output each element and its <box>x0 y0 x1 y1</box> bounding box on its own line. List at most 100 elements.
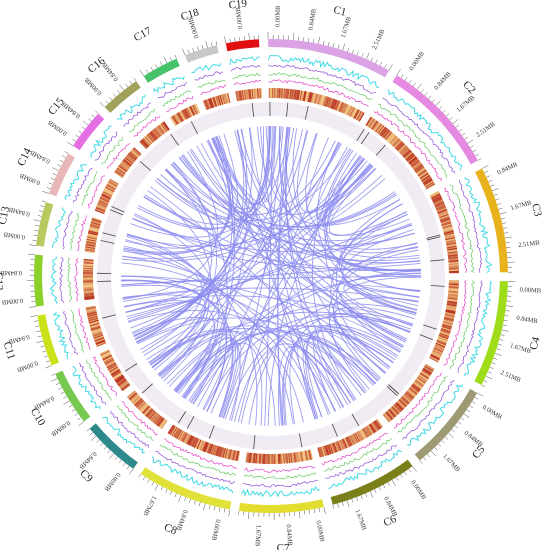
heatmap-cell <box>142 405 150 414</box>
tick-label: 2.51MB <box>499 369 522 384</box>
heatmap-cell <box>358 430 365 440</box>
heatmap-cell <box>406 390 416 398</box>
heatmap-cell <box>323 445 328 456</box>
heatmap-cell <box>84 295 95 299</box>
heatmap-cell <box>416 377 426 385</box>
tick-mark <box>174 54 177 59</box>
heatmap-cell <box>139 403 148 412</box>
ideogram-c5 <box>414 388 478 461</box>
heatmap-cell <box>98 199 109 205</box>
tick-mark <box>475 153 480 157</box>
heatmap-cell <box>438 334 449 340</box>
heatmap-cell <box>383 130 391 139</box>
heatmap-cell <box>342 438 348 449</box>
heatmap-cell <box>447 255 459 258</box>
track-line <box>133 115 161 137</box>
heatmap-cell <box>353 109 359 119</box>
heatmap-cell <box>95 340 106 346</box>
heatmap-cell <box>291 452 294 463</box>
tick-mark <box>60 391 65 395</box>
tick-mark <box>78 130 83 134</box>
heatmap-cell <box>417 169 427 177</box>
heatmap-cell <box>83 279 94 281</box>
heatmap-cell <box>144 407 153 416</box>
heatmap-cell <box>86 308 97 312</box>
tick-mark <box>139 70 144 77</box>
heatmap-cell <box>381 128 389 138</box>
heatmap-cell <box>447 252 458 255</box>
heatmap-cell <box>413 381 423 389</box>
heatmap-cell <box>90 223 101 228</box>
heatmap-cell <box>96 204 107 210</box>
heatmap-cell <box>434 344 445 350</box>
heatmap-cell <box>195 103 201 114</box>
tick-mark <box>495 198 500 201</box>
heatmap-cell <box>365 116 372 126</box>
heatmap-cell <box>397 143 406 152</box>
heatmap-cell <box>146 409 154 418</box>
tick-mark <box>424 92 428 96</box>
heatmap-cell <box>138 401 147 410</box>
tick-mark <box>160 61 163 66</box>
heatmap-cell <box>195 438 201 449</box>
heatmap-cell <box>331 99 337 110</box>
heatmap-cell <box>377 125 385 135</box>
tick-mark <box>178 495 182 502</box>
tick-mark <box>441 440 445 444</box>
heatmap-cell <box>252 88 255 99</box>
heatmap-cell <box>418 375 428 382</box>
heatmap-cell <box>392 138 401 147</box>
heatmap-cell <box>104 188 114 194</box>
track-line <box>230 64 261 72</box>
tick-mark <box>63 396 67 399</box>
tick-mark <box>502 324 507 327</box>
heatmap-cell <box>443 317 454 322</box>
tick-mark <box>203 503 206 511</box>
heatmap-cell <box>425 182 435 189</box>
heatmap-cell <box>101 193 112 199</box>
heatmap-cell <box>86 238 97 242</box>
heatmap-cell <box>136 400 145 409</box>
heatmap-cell <box>445 310 456 315</box>
heatmap-cell <box>151 413 159 422</box>
synteny-link <box>278 345 342 426</box>
track-line <box>69 212 79 251</box>
heatmap-cell <box>424 180 434 187</box>
track-line <box>393 372 443 429</box>
heatmap-cell <box>321 95 326 106</box>
heatmap-cell <box>353 433 360 443</box>
heatmap-cell <box>329 98 335 109</box>
tick-mark <box>107 449 111 454</box>
tick-label: 0.84MB <box>433 70 453 91</box>
heatmap-cell <box>151 130 159 139</box>
heatmap-cell <box>133 147 142 155</box>
chromosome-label-c4: C4 <box>528 335 542 351</box>
heatmap-cell <box>322 446 327 457</box>
track-line <box>85 359 112 401</box>
tick-mark <box>34 320 39 322</box>
track-line <box>244 465 315 473</box>
heatmap-cell <box>83 278 94 280</box>
chromosome-label-c12: C12 <box>0 272 5 291</box>
synteny-link <box>336 242 418 368</box>
heatmap-cell <box>132 147 141 156</box>
heatmap-cell <box>121 161 131 169</box>
heatmap-cell <box>104 187 115 194</box>
heatmap-cell <box>371 422 378 432</box>
heatmap-cell <box>446 246 457 250</box>
heatmap-cell <box>368 424 376 434</box>
heatmap-cell <box>106 183 117 190</box>
tick-mark <box>218 507 221 512</box>
heatmap-cell <box>447 248 458 252</box>
heatmap-cell <box>367 425 374 435</box>
tick-mark <box>82 120 89 126</box>
heatmap-cell <box>365 426 372 436</box>
heatmap-cell <box>185 108 191 118</box>
feature-bar <box>331 423 338 437</box>
heatmap-cell <box>83 292 94 295</box>
heatmap-cell <box>85 306 96 310</box>
heatmap-cell <box>109 367 120 375</box>
tick-mark <box>457 421 462 425</box>
heatmap-cell <box>431 194 442 201</box>
tick-mark <box>455 124 460 128</box>
